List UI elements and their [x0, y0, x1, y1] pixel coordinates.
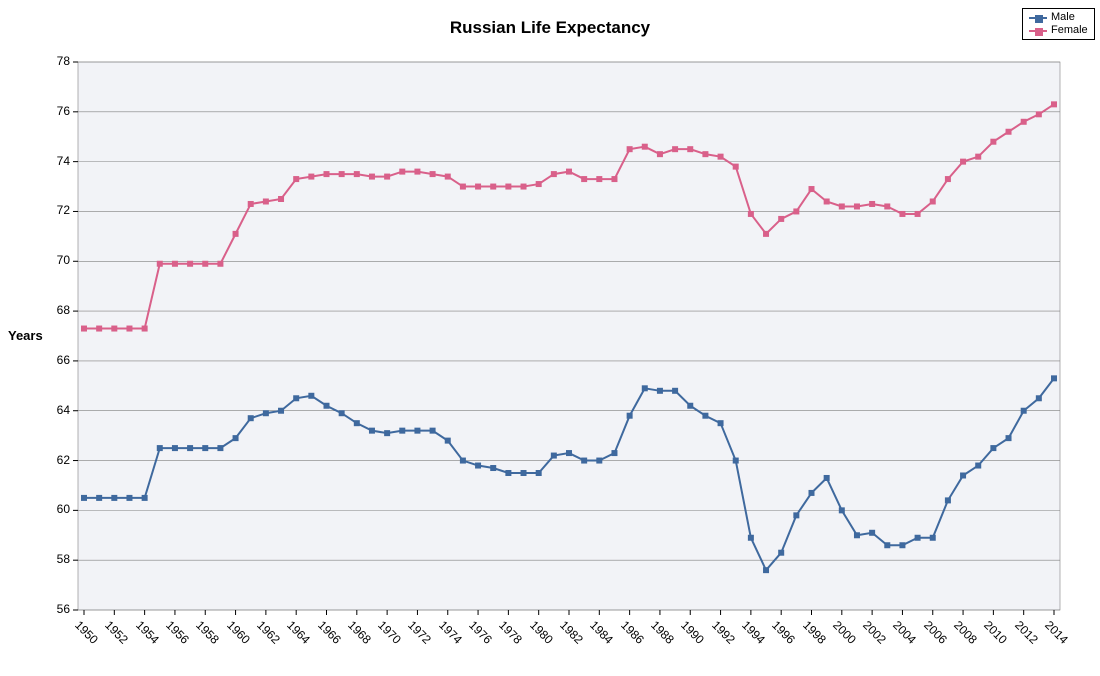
y-tick-label: 58	[57, 552, 70, 566]
y-tick-label: 68	[57, 303, 70, 317]
y-tick-label: 60	[57, 502, 70, 516]
y-tick-label: 74	[57, 154, 70, 168]
y-tick-label: 64	[57, 403, 70, 417]
y-tick-label: 66	[57, 353, 70, 367]
chart-container: Russian Life Expectancy Years Male Femal…	[0, 0, 1100, 676]
y-tick-label: 78	[57, 54, 70, 68]
y-tick-label: 72	[57, 203, 70, 217]
y-tick-label: 76	[57, 104, 70, 118]
y-tick-label: 56	[57, 602, 70, 616]
y-tick-label: 62	[57, 453, 70, 467]
y-tick-label: 70	[57, 253, 70, 267]
plot-area	[0, 0, 1100, 676]
